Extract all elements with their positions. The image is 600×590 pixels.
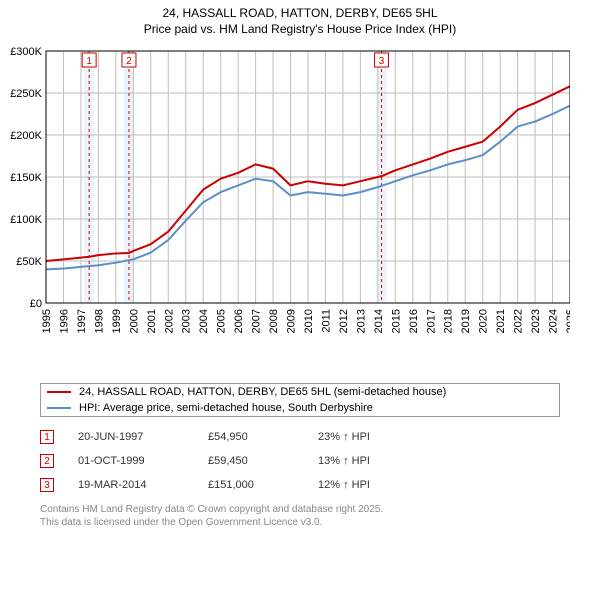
- legend-label: HPI: Average price, semi-detached house,…: [79, 402, 373, 414]
- transaction-row: 2 01-OCT-1999 £59,450 13% ↑ HPI: [40, 449, 590, 473]
- svg-text:2023: 2023: [530, 309, 542, 333]
- svg-text:£100K: £100K: [10, 214, 42, 226]
- svg-text:2014: 2014: [373, 309, 385, 333]
- svg-text:1998: 1998: [93, 309, 105, 333]
- transaction-row: 1 20-JUN-1997 £54,950 23% ↑ HPI: [40, 425, 590, 449]
- svg-text:2009: 2009: [286, 309, 298, 333]
- svg-text:2024: 2024: [548, 309, 560, 333]
- svg-text:2019: 2019: [460, 309, 472, 333]
- footer-line1: Contains HM Land Registry data © Crown c…: [40, 503, 590, 516]
- svg-text:£150K: £150K: [10, 172, 42, 184]
- chart-area: £0 £50K £100K £150K £200K £250K £300K 1995 1996 1…: [10, 43, 590, 377]
- transaction-row: 3 19-MAR-2014 £151,000 12% ↑ HPI: [40, 473, 590, 497]
- svg-text:2007: 2007: [251, 309, 263, 333]
- transaction-pct: 13% ↑ HPI: [318, 455, 408, 467]
- svg-text:2021: 2021: [495, 309, 507, 333]
- transaction-date: 01-OCT-1999: [78, 455, 208, 467]
- svg-text:1: 1: [86, 56, 92, 67]
- svg-text:2010: 2010: [303, 309, 315, 333]
- svg-text:2011: 2011: [320, 309, 332, 333]
- line-chart: £0 £50K £100K £150K £200K £250K £300K 1995 1996 1…: [10, 43, 570, 377]
- svg-text:2008: 2008: [268, 309, 280, 333]
- svg-text:2006: 2006: [233, 309, 245, 333]
- svg-text:2001: 2001: [146, 309, 158, 333]
- svg-text:2022: 2022: [513, 309, 525, 333]
- svg-text:1997: 1997: [76, 309, 88, 333]
- legend-label: 24, HASSALL ROAD, HATTON, DERBY, DE65 5H…: [79, 386, 446, 398]
- title-line2: Price paid vs. HM Land Registry's House …: [10, 22, 590, 38]
- legend-item: HPI: Average price, semi-detached house,…: [41, 400, 559, 416]
- svg-text:2013: 2013: [355, 309, 367, 333]
- transaction-marker: 1: [40, 430, 54, 444]
- svg-text:3: 3: [379, 56, 385, 67]
- svg-text:2017: 2017: [425, 309, 437, 333]
- transaction-marker: 3: [40, 478, 54, 492]
- title-line1: 24, HASSALL ROAD, HATTON, DERBY, DE65 5H…: [10, 6, 590, 22]
- chart-legend: 24, HASSALL ROAD, HATTON, DERBY, DE65 5H…: [40, 383, 560, 417]
- svg-text:1999: 1999: [111, 309, 123, 333]
- svg-text:2002: 2002: [163, 309, 175, 333]
- svg-text:2012: 2012: [338, 309, 350, 333]
- transaction-date: 19-MAR-2014: [78, 479, 208, 491]
- svg-text:2005: 2005: [216, 309, 228, 333]
- transaction-pct: 23% ↑ HPI: [318, 431, 408, 443]
- svg-text:2004: 2004: [198, 309, 210, 333]
- chart-title: 24, HASSALL ROAD, HATTON, DERBY, DE65 5H…: [10, 6, 590, 37]
- transaction-pct: 12% ↑ HPI: [318, 479, 408, 491]
- transaction-marker: 2: [40, 454, 54, 468]
- transaction-price: £59,450: [208, 455, 318, 467]
- svg-text:1996: 1996: [58, 309, 70, 333]
- svg-text:2015: 2015: [390, 309, 402, 333]
- svg-text:£200K: £200K: [10, 130, 42, 142]
- svg-text:2003: 2003: [181, 309, 193, 333]
- svg-text:£250K: £250K: [10, 88, 42, 100]
- transaction-date: 20-JUN-1997: [78, 431, 208, 443]
- legend-swatch: [47, 407, 71, 409]
- svg-text:2000: 2000: [128, 309, 140, 333]
- svg-text:£300K: £300K: [10, 46, 42, 58]
- svg-text:2018: 2018: [443, 309, 455, 333]
- transaction-price: £151,000: [208, 479, 318, 491]
- svg-text:2020: 2020: [478, 309, 490, 333]
- legend-swatch: [47, 391, 71, 393]
- footer-attribution: Contains HM Land Registry data © Crown c…: [40, 503, 590, 529]
- footer-line2: This data is licensed under the Open Gov…: [40, 516, 590, 529]
- svg-text:£50K: £50K: [16, 256, 42, 268]
- svg-text:2025: 2025: [565, 309, 570, 333]
- svg-text:2: 2: [126, 56, 132, 67]
- transaction-price: £54,950: [208, 431, 318, 443]
- svg-text:£0: £0: [30, 298, 42, 310]
- transactions-table: 1 20-JUN-1997 £54,950 23% ↑ HPI 2 01-OCT…: [40, 425, 590, 497]
- svg-text:1995: 1995: [41, 309, 53, 333]
- svg-text:2016: 2016: [408, 309, 420, 333]
- legend-item: 24, HASSALL ROAD, HATTON, DERBY, DE65 5H…: [41, 384, 559, 400]
